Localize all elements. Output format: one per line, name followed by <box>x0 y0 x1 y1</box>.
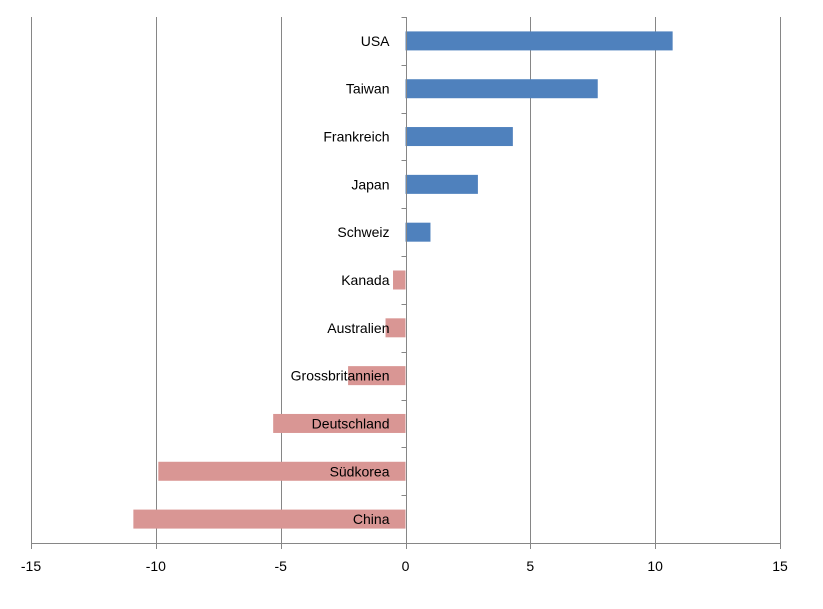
bars <box>133 31 673 529</box>
x-tick-labels: -15 -10 -5 0 5 10 15 <box>21 558 788 574</box>
bar-taiwan <box>405 79 598 99</box>
x-tick-label: -10 <box>146 558 166 574</box>
x-tick-label: -5 <box>274 558 287 574</box>
category-label: Deutschland <box>312 415 390 431</box>
category-label: Schweiz <box>337 224 389 240</box>
category-label: Frankreich <box>323 129 389 145</box>
bar-grossbritannien <box>348 366 406 386</box>
axes <box>31 17 781 549</box>
bar-usa <box>405 31 673 51</box>
bar-südkorea <box>158 461 406 481</box>
x-tick-label: -15 <box>21 558 41 574</box>
bar-japan <box>405 174 478 194</box>
x-tick-label: 0 <box>402 558 410 574</box>
category-label: Taiwan <box>346 81 390 97</box>
bar-kanada <box>393 270 406 290</box>
bar-deutschland <box>273 413 406 433</box>
category-label: Südkorea <box>330 463 390 479</box>
category-label: Grossbritannien <box>291 368 390 384</box>
x-tick-label: 15 <box>772 558 788 574</box>
bar-china <box>133 509 406 529</box>
category-labels: USA Taiwan Frankreich Japan Schweiz Kanada Aus… <box>291 33 390 527</box>
x-tick-label: 10 <box>647 558 663 574</box>
category-label: USA <box>361 33 390 49</box>
category-label: Kanada <box>341 272 389 288</box>
bar-frankreich <box>405 127 513 147</box>
x-tick-label: 5 <box>526 558 534 574</box>
category-label: China <box>353 511 390 527</box>
category-label: Australien <box>327 320 389 336</box>
category-label: Japan <box>351 176 389 192</box>
bar-schweiz <box>405 222 431 242</box>
bar-australien <box>385 318 406 338</box>
gridlines <box>31 17 781 543</box>
